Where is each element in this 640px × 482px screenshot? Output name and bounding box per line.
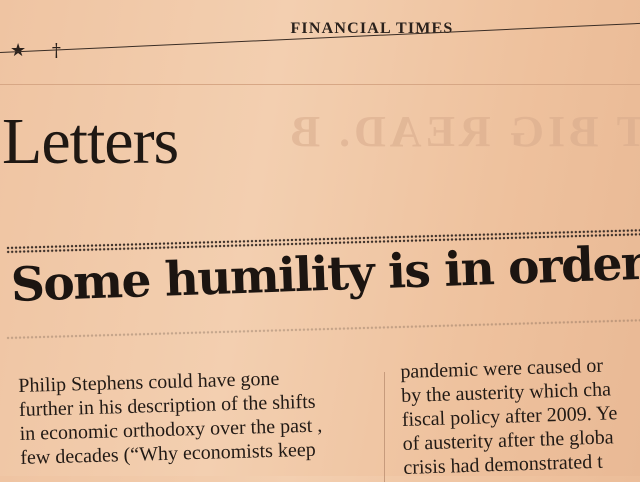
masthead: FINANCIAL TIMES	[290, 20, 454, 37]
body-column-left: Philip Stephens could have gone further …	[18, 364, 371, 470]
page-fold-line	[0, 84, 640, 85]
section-title: Letters	[2, 105, 179, 178]
column-divider	[384, 372, 385, 482]
body-column-right: pandemic were caused or by the austerity…	[400, 352, 640, 480]
headline-underline	[6, 317, 640, 340]
bleed-through-text: T BIG READ. B	[286, 107, 640, 156]
edition-marks: ★ †	[10, 40, 71, 61]
